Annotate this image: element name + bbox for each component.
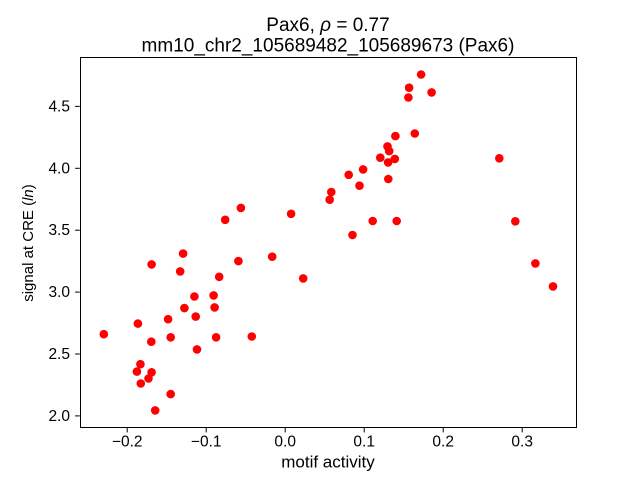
svg-text:0.2: 0.2	[432, 434, 454, 451]
svg-text:−0.2: −0.2	[112, 434, 143, 451]
svg-text:motif activity: motif activity	[281, 453, 375, 472]
svg-text:2.0: 2.0	[48, 408, 70, 425]
svg-text:0.1: 0.1	[353, 434, 375, 451]
svg-text:4.0: 4.0	[48, 160, 70, 177]
svg-text:2.5: 2.5	[48, 346, 70, 363]
svg-text:signal at CRE (ln): signal at CRE (ln)	[20, 184, 37, 302]
svg-text:4.5: 4.5	[48, 98, 70, 115]
svg-text:0.0: 0.0	[274, 434, 296, 451]
svg-text:−0.1: −0.1	[191, 434, 222, 451]
svg-text:0.3: 0.3	[511, 434, 533, 451]
svg-text:mm10_chr2_105689482_105689673: mm10_chr2_105689482_105689673 (Pax6)	[142, 36, 515, 57]
svg-text:3.5: 3.5	[48, 222, 70, 239]
svg-text:Pax6, ρ = 0.77: Pax6, ρ = 0.77	[266, 15, 389, 36]
svg-text:3.0: 3.0	[48, 284, 70, 301]
